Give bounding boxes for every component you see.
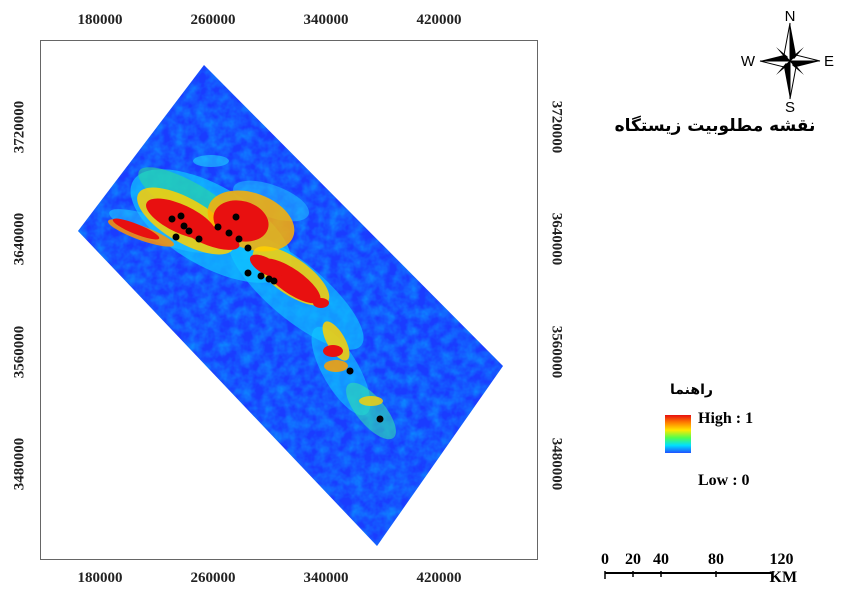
y-tick-right-3480000: 3480000 — [548, 437, 565, 491]
x-tick-top-180000: 180000 — [77, 12, 123, 28]
x-tick-bottom-260000: 260000 — [190, 570, 236, 586]
scale-label-80: 80 — [708, 551, 724, 568]
scale-label-40: 40 — [653, 551, 669, 568]
legend-low-label: Low : 0 — [698, 472, 750, 489]
y-tick-right-3720000: 3720000 — [548, 100, 565, 154]
x-tick-bottom-180000: 180000 — [77, 570, 123, 586]
habitat-suitability-raster — [78, 65, 503, 546]
x-tick-bottom-420000: 420000 — [416, 570, 462, 586]
x-tick-top-340000: 340000 — [303, 12, 349, 28]
north-arrow: N S W E — [735, 8, 842, 116]
y-tick-left-3720000: 3720000 — [11, 100, 28, 154]
legend-high-label: High : 1 — [698, 410, 754, 427]
scale-label-0: 0 — [601, 551, 609, 568]
compass-s: S — [785, 99, 795, 113]
x-tick-top-260000: 260000 — [190, 12, 236, 28]
map-title: نقشه مطلوبیت زیستگاه — [614, 116, 816, 136]
occurrence-points — [168, 212, 384, 423]
y-tick-right-3560000: 3560000 — [548, 325, 565, 379]
legend-color-ramp — [665, 415, 691, 453]
y-tick-left-3640000: 3640000 — [11, 212, 28, 266]
scale-bar-line — [604, 571, 774, 579]
scale-label-120km: 120 KM — [769, 551, 798, 586]
x-tick-bottom-340000: 340000 — [303, 570, 349, 586]
x-tick-top-420000: 420000 — [416, 12, 462, 28]
compass-e: E — [824, 53, 834, 70]
y-tick-left-3560000: 3560000 — [11, 325, 28, 379]
map-frame — [40, 40, 538, 560]
legend-title: راهنما — [670, 382, 713, 398]
y-tick-right-3640000: 3640000 — [548, 212, 565, 266]
compass-rose-icon: N S W E — [741, 8, 834, 116]
compass-n: N — [785, 8, 796, 25]
legend: راهنما High : 1 Low : 0 — [660, 380, 840, 490]
scale-label-20: 20 — [625, 551, 641, 568]
scale-bar: 0 20 40 80 120 KM — [595, 545, 840, 595]
y-tick-left-3480000: 3480000 — [11, 437, 28, 491]
compass-w: W — [741, 53, 756, 70]
